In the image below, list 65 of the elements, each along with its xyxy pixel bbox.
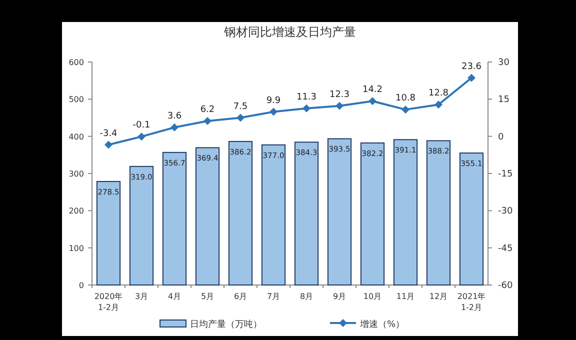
data-label: 7.5 <box>233 102 248 112</box>
x-tick-label: 8月 <box>300 292 314 301</box>
y-tick-label: 100 <box>68 244 84 253</box>
y2-tick-label: 0 <box>498 132 504 142</box>
bar <box>228 140 253 286</box>
data-label: -0.1 <box>132 120 150 131</box>
y2-tick-label: -15 <box>498 170 513 180</box>
y-tick-label: 0 <box>78 281 84 290</box>
point <box>104 140 112 149</box>
bar <box>327 138 352 286</box>
bar <box>261 144 286 286</box>
y-tick-label: 200 <box>68 206 84 216</box>
x-tick-label: 11月 <box>396 292 415 301</box>
data-label: 6.2 <box>200 104 215 115</box>
y-tick-label: 600 <box>68 58 84 67</box>
point <box>236 114 244 122</box>
legend-label: 增速（%） <box>359 319 405 330</box>
x-tick-label: 2020年 1-2月 <box>94 292 123 312</box>
x-tick-label: 2021年 1-2月 <box>457 292 486 312</box>
bar <box>393 139 418 286</box>
bar <box>360 142 385 286</box>
x-tick-label: 9月 <box>332 292 346 301</box>
y2-tick-label: 30 <box>498 58 510 68</box>
y2-tick-label: 15 <box>498 95 510 106</box>
y2-tick-label: -60 <box>498 281 513 291</box>
data-label: 3.6 <box>167 111 182 122</box>
y-tick-label: 500 <box>68 95 84 104</box>
y-tick-label: 300 <box>68 170 84 178</box>
data-label: 14.2 <box>362 85 383 96</box>
legend-label: 日均产量（万吨） <box>190 319 262 330</box>
bar <box>195 147 220 286</box>
data-label: 12.3 <box>329 90 350 100</box>
x-tick-label: 3月 <box>134 292 148 301</box>
y2-tick-label: -45 <box>498 244 513 254</box>
bar <box>162 152 187 286</box>
data-label: 12.8 <box>428 88 449 99</box>
data-label: -3.4 <box>100 128 118 139</box>
x-tick-label: 10月 <box>363 292 382 301</box>
point <box>302 104 310 112</box>
data-label: 11.3 <box>296 92 317 102</box>
y-tick-label: 400 <box>68 132 84 142</box>
y2-tick-label: -30 <box>498 206 513 217</box>
point <box>204 116 212 125</box>
point <box>138 132 146 141</box>
data-label: 23.6 <box>461 62 482 72</box>
x-tick-label: 6月 <box>234 292 248 301</box>
x-tick-label: 7月 <box>266 292 280 301</box>
chart-title: 钢材同比增速及日均产量 <box>223 25 356 39</box>
point <box>368 97 376 106</box>
x-tick-label: 4月 <box>168 292 182 301</box>
point <box>468 74 476 82</box>
x-tick-label: 12月 <box>429 292 448 301</box>
point <box>170 123 178 132</box>
bar <box>129 166 154 286</box>
bar <box>426 140 451 286</box>
bar <box>459 152 484 286</box>
bar <box>96 180 121 286</box>
point <box>402 106 410 114</box>
bar <box>294 142 319 286</box>
point <box>336 102 344 110</box>
x-tick-label: 5月 <box>200 292 214 301</box>
point <box>270 108 278 116</box>
data-label: 9.9 <box>266 96 281 106</box>
point <box>434 100 442 109</box>
data-label: 10.8 <box>395 94 416 104</box>
